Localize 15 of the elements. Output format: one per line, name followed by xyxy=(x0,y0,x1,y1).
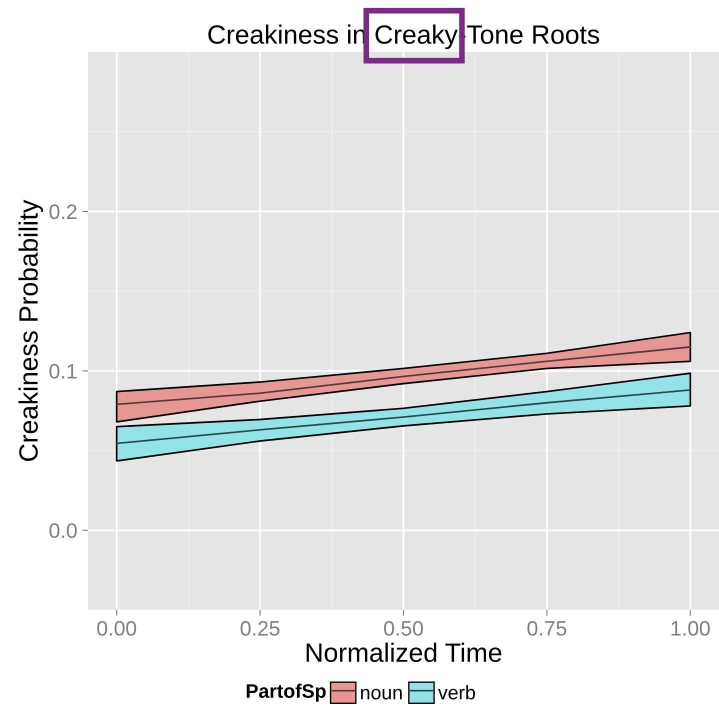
x-tick-label: 0.25 xyxy=(240,620,280,636)
legend-label: verb xyxy=(438,685,475,700)
x-tick-label: 1.00 xyxy=(672,620,710,636)
y-tick-label: 0.0 xyxy=(49,523,77,538)
y-axis-title: Creakiness Probability xyxy=(18,200,44,461)
y-tick-label: 0.1 xyxy=(49,364,77,379)
line-series xyxy=(116,346,692,406)
y-tick-label: 0.2 xyxy=(49,204,77,220)
legend-label: noun xyxy=(361,688,402,700)
x-axis-title: Normalized Time xyxy=(306,642,502,662)
x-tick-label: 0.75 xyxy=(527,620,566,636)
x-tick-label: 0.00 xyxy=(97,620,136,636)
line-series xyxy=(116,389,692,444)
x-tick-label: 0.50 xyxy=(384,620,423,636)
legend-title: PartofSp xyxy=(246,684,326,702)
